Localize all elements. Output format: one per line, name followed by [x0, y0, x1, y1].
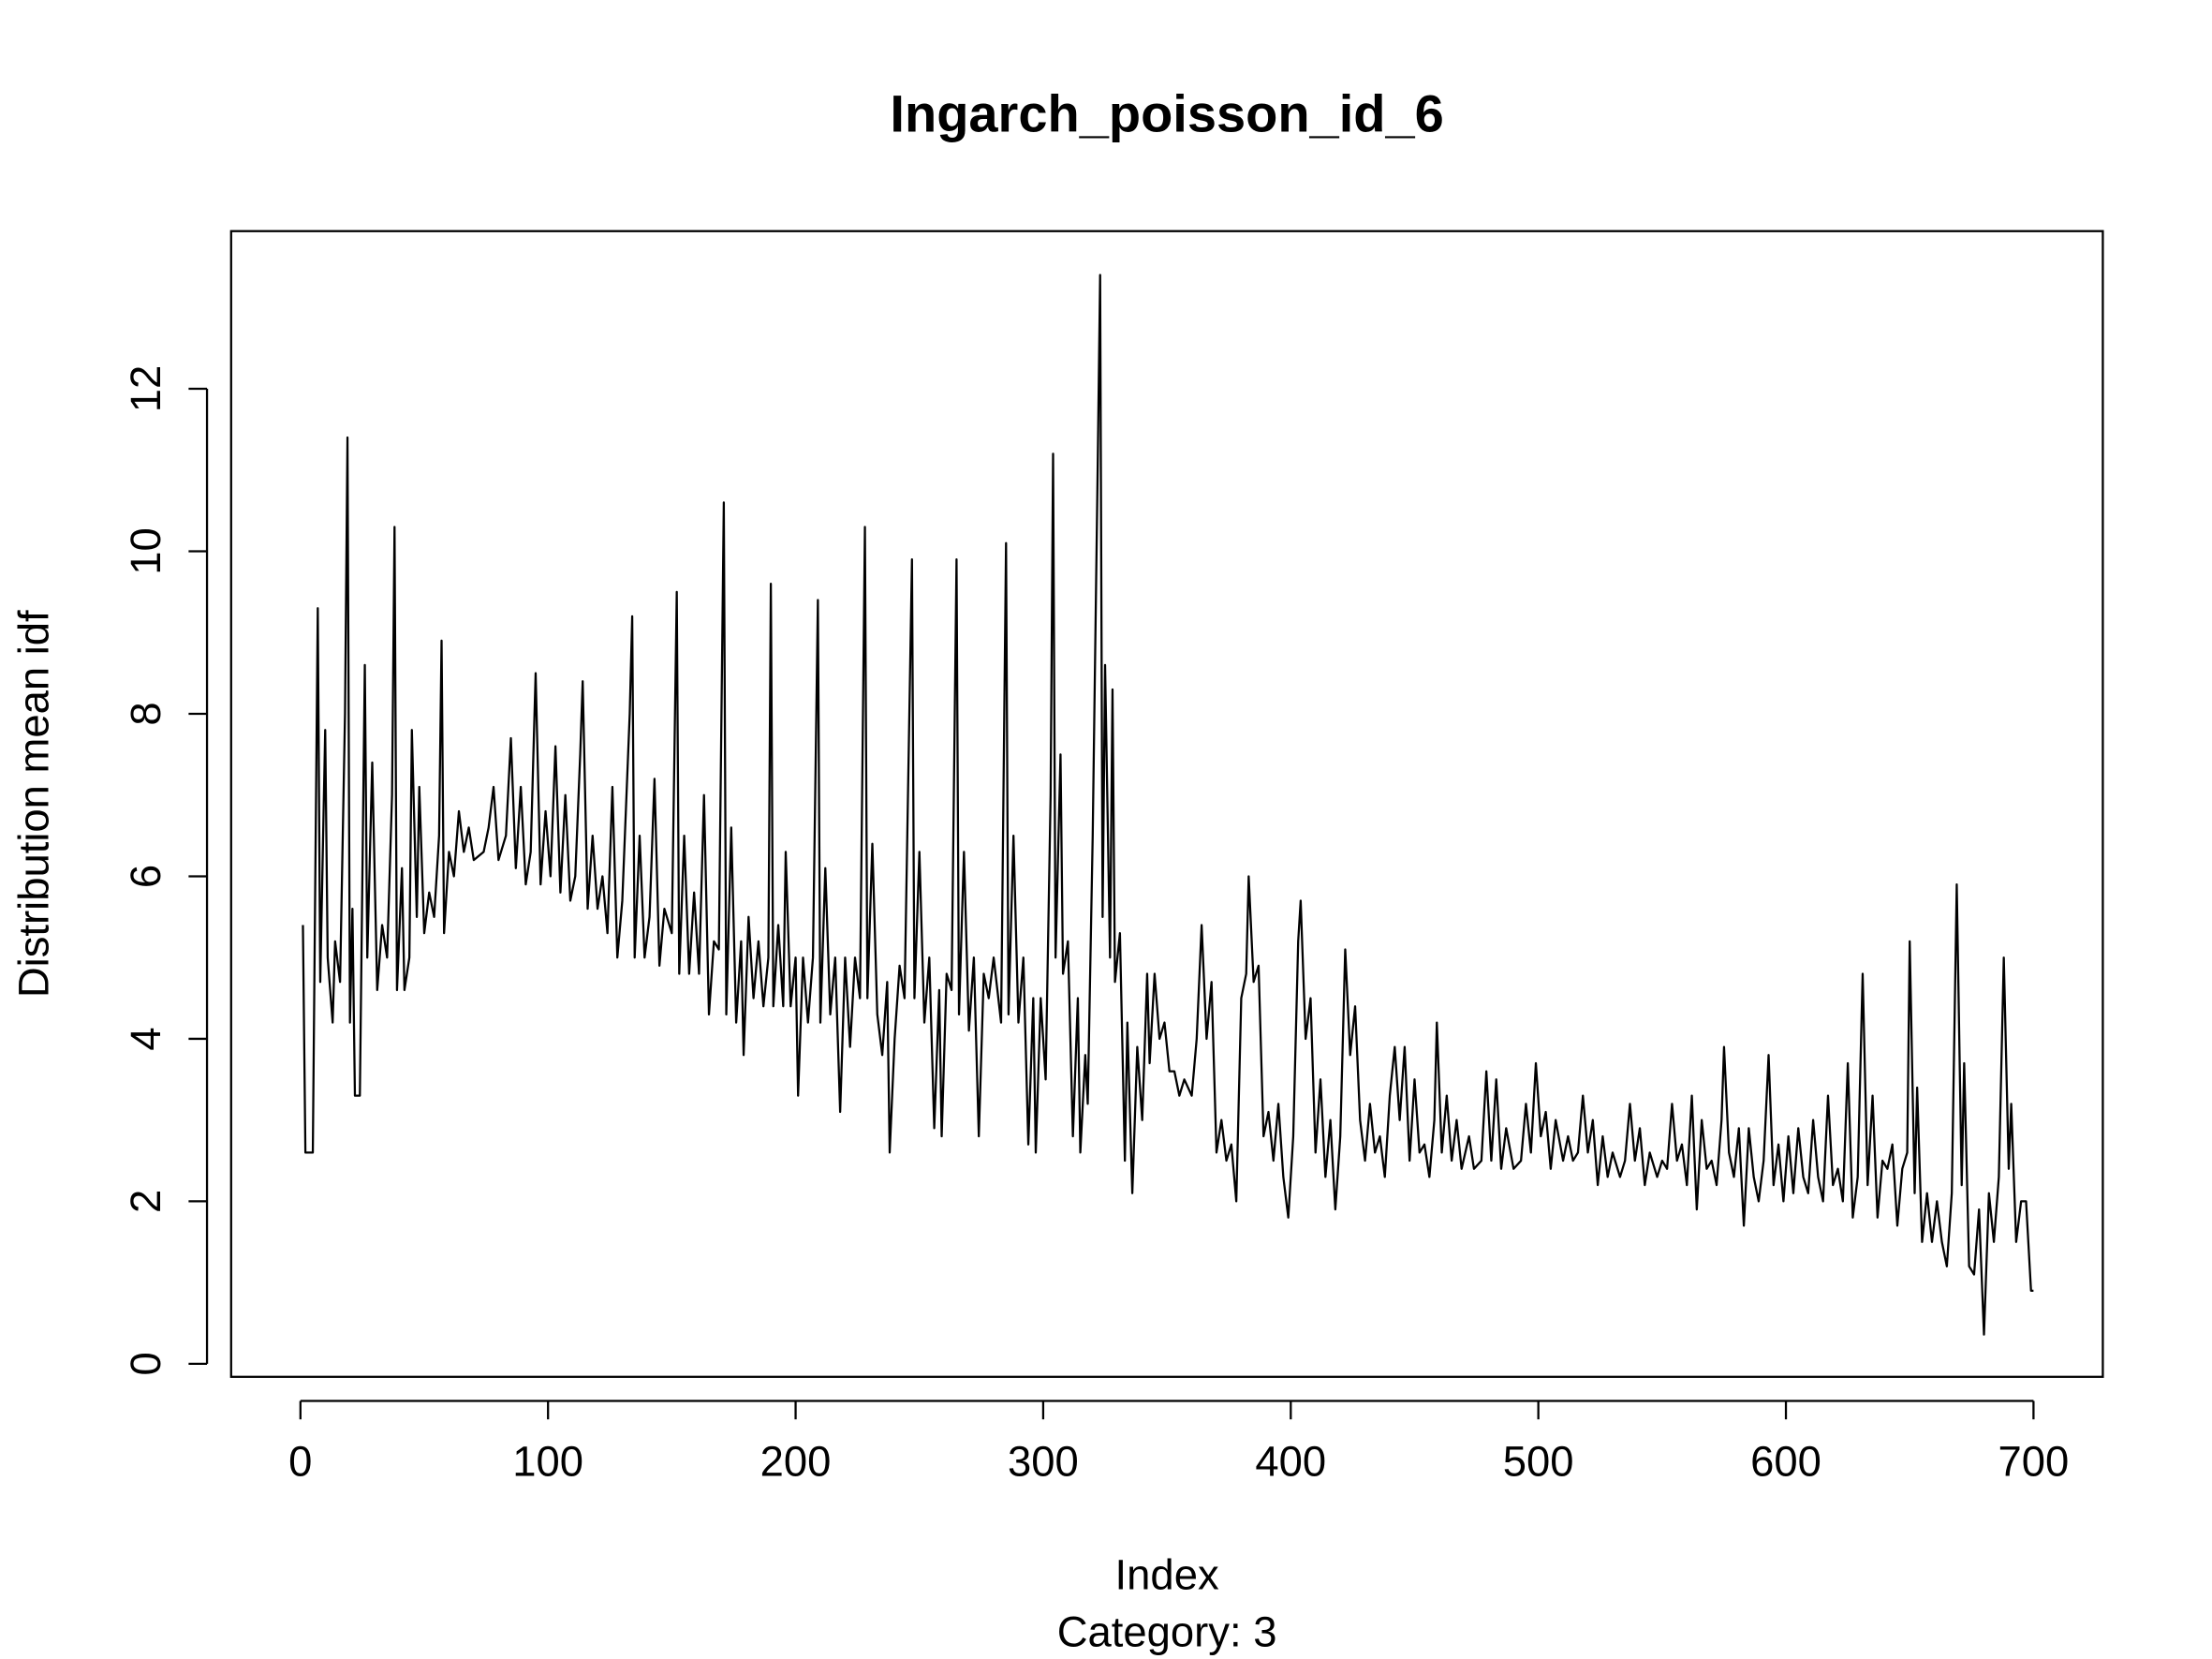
x-tick-label: 200	[760, 1438, 832, 1486]
x-axis-label: Index	[1115, 1551, 1219, 1599]
data-line	[302, 274, 2034, 1336]
y-tick-label: 12	[122, 365, 170, 413]
y-tick-label: 0	[122, 1352, 170, 1375]
y-tick-label: 4	[122, 1027, 170, 1050]
y-tick-label: 8	[122, 702, 170, 725]
subtitle: Category: 3	[1057, 1607, 1277, 1655]
x-tick-label: 600	[1750, 1438, 1821, 1486]
y-tick-label: 10	[122, 527, 170, 575]
y-tick-label: 6	[122, 865, 170, 888]
x-tick-label: 0	[288, 1438, 312, 1486]
x-tick-label: 700	[1998, 1438, 2070, 1486]
y-tick-label: 2	[122, 1190, 170, 1213]
y-axis-label: Distribution mean idf	[9, 610, 57, 998]
chart-title: Ingarch_poisson_id_6	[890, 83, 1443, 142]
plot-box	[229, 230, 2104, 1378]
x-tick-label: 400	[1255, 1438, 1326, 1486]
x-tick-label: 100	[512, 1438, 583, 1486]
x-tick-label: 500	[1503, 1438, 1574, 1486]
x-tick-label: 300	[1008, 1438, 1079, 1486]
